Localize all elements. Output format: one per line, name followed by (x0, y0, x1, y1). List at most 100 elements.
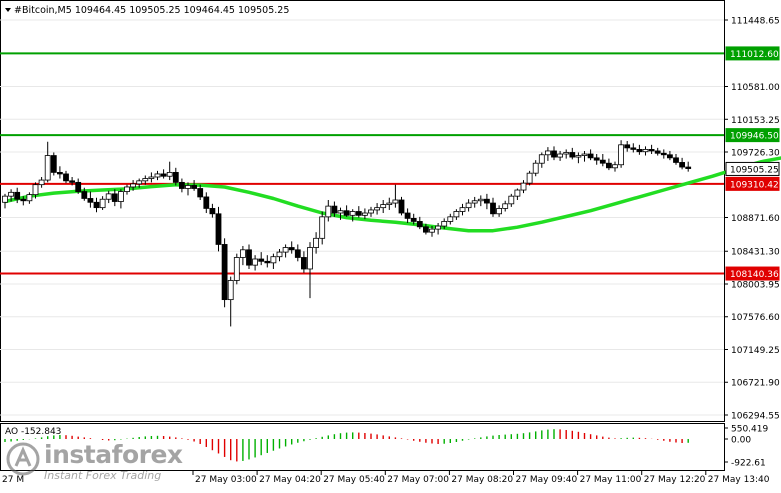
candle-body (636, 149, 643, 153)
price-tick-label: 107149.25 (731, 346, 780, 356)
candle-body (227, 280, 234, 301)
candle-body (209, 208, 216, 215)
candle-body (331, 205, 338, 214)
ao-tick-label: 550.419 (731, 425, 768, 435)
candle-body (429, 228, 435, 233)
candle-body (270, 256, 277, 264)
candle-body (166, 172, 173, 177)
price-tick-label: 111448.65 (731, 17, 780, 27)
candle-body (105, 193, 112, 200)
candle-body (319, 216, 326, 239)
time-label: 27 May 13:40 (708, 475, 770, 485)
candle-body (337, 210, 344, 214)
candle-body (221, 244, 228, 301)
indicator-frame (0, 423, 725, 471)
indicator-label: AO -152.843 (5, 427, 61, 437)
candle-body (422, 226, 429, 233)
level-label-red: 109310.42 (730, 180, 779, 190)
level-label-box (725, 128, 780, 143)
time-axis: 27 M 27 May 03:00 27 May 04:20 27 May 05:40… (2, 471, 770, 485)
candle-body (660, 152, 667, 156)
candle-body (288, 247, 295, 251)
candle-body (545, 150, 551, 156)
candle-body (233, 257, 240, 281)
candle-body (368, 209, 374, 214)
candle-body (8, 191, 15, 197)
candle-body (447, 216, 454, 222)
candle-body (410, 217, 417, 222)
ao-tick-label: -922.61 (731, 459, 766, 469)
time-label: 27 May 09:40 (516, 475, 578, 485)
candles (2, 140, 692, 327)
candle-body (416, 221, 423, 228)
candle-body (673, 157, 679, 163)
candle-body (538, 154, 545, 164)
candle-body (130, 183, 137, 188)
candle-body (69, 180, 75, 183)
price-tick-label: 109726.30 (731, 148, 780, 158)
candle-body (75, 181, 82, 192)
candle-body (63, 173, 69, 182)
candle-body (606, 162, 612, 169)
price-tick-label: 106294.55 (731, 412, 780, 422)
candle-body (118, 191, 124, 202)
candle-body (185, 185, 191, 189)
symbol-info: #Bitcoin,M5 109464.45 109505.25 109464.4… (14, 5, 289, 16)
candle-body (435, 225, 442, 230)
candle-body (178, 181, 185, 189)
candle-body (87, 198, 94, 203)
candle-body (154, 173, 161, 178)
price-tick-label: 108431.30 (731, 248, 780, 258)
candle-body (386, 202, 393, 205)
time-label: 27 May 08:20 (451, 475, 513, 485)
candle-body (490, 202, 496, 215)
time-label: 27 May 03:00 (195, 475, 257, 485)
candle-body (50, 155, 57, 173)
candle-body (685, 166, 692, 169)
candle-body (276, 251, 283, 258)
level-label-green: 109946.50 (730, 132, 779, 142)
candle-body (258, 258, 265, 262)
candle-body (14, 191, 21, 200)
time-label: 27 May 07:00 (387, 475, 449, 485)
candle-body (57, 172, 63, 175)
candle-body (313, 237, 320, 248)
candle-body (93, 201, 100, 209)
candle-body (502, 203, 509, 209)
price-tick-label: 110153.25 (731, 116, 780, 126)
candle-body (264, 260, 271, 264)
time-label: 27 May 04:20 (259, 475, 321, 485)
candle-body (361, 212, 368, 216)
candle-body (44, 155, 51, 181)
time-label-partial: 27 M (2, 475, 24, 485)
candle-body (374, 207, 381, 211)
price-tick-label: 106721.90 (731, 379, 780, 389)
chevron-down-icon[interactable] (5, 8, 11, 12)
candle-body (404, 212, 411, 219)
candle-body (526, 172, 533, 184)
price-tick-label: 110581.00 (731, 83, 780, 93)
candle-body (624, 144, 631, 149)
level-lines (0, 52, 724, 275)
candle-body (514, 189, 521, 197)
candle-body (630, 147, 637, 150)
candle-body (679, 162, 685, 168)
candle-body (593, 157, 600, 161)
candle-body (648, 149, 655, 152)
level-label-box (725, 161, 780, 176)
candle-body (160, 173, 167, 177)
candle-body (300, 257, 307, 270)
candle-body (612, 164, 618, 169)
candle-body (465, 202, 472, 209)
candle-body (26, 194, 33, 202)
candle-body (599, 159, 606, 164)
candle-body (349, 211, 356, 216)
candle-body (124, 186, 130, 192)
candle-body (148, 176, 155, 179)
candle-body (483, 198, 490, 204)
candle-body (392, 199, 399, 204)
candle-body (477, 198, 484, 202)
